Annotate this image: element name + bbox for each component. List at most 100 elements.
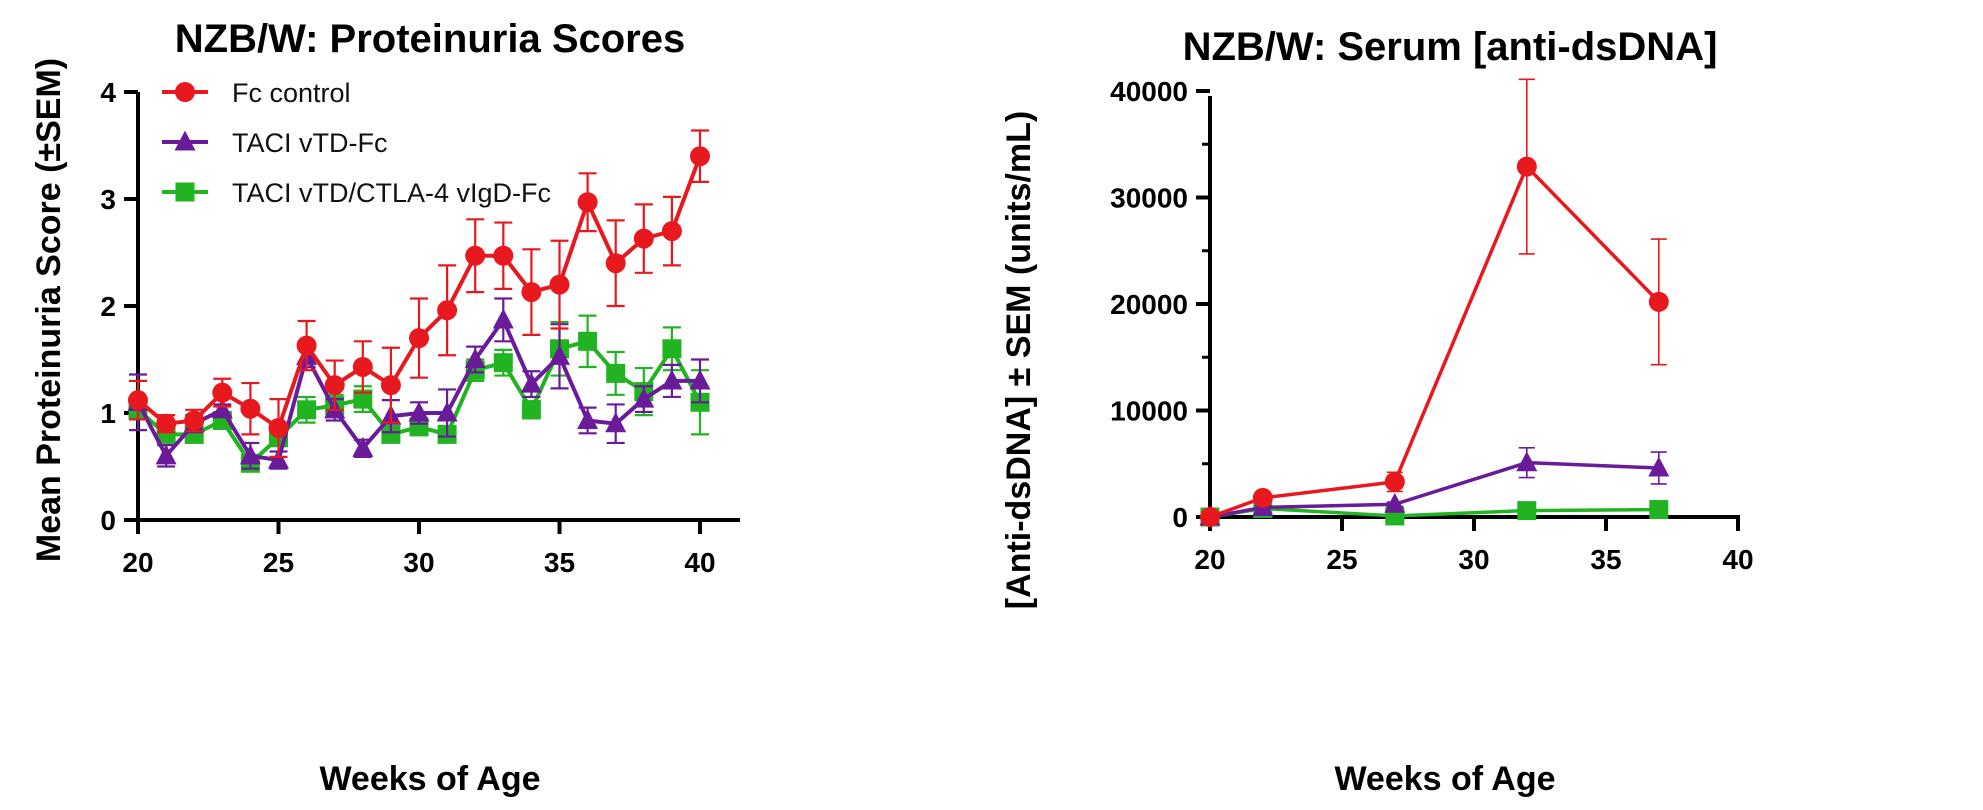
data-point [155,444,177,465]
y-tick-label: 30000 [1110,183,1188,214]
data-point [520,372,542,393]
x-tick-label: 40 [684,547,715,578]
data-point [689,369,711,390]
data-point [690,146,710,167]
legend-marker [174,130,196,151]
data-point [577,409,599,430]
proteinuria-chart: NZB/W: Proteinuria Scores Weeks of Age M… [30,17,740,798]
data-point [324,375,345,396]
data-point [465,245,486,266]
data-point [493,245,514,266]
data-point [408,401,430,422]
legend-label: TACI vTD-Fc [232,128,387,158]
y-tick-label: 0 [100,505,116,536]
data-point [662,339,682,359]
x-tick-label: 25 [1326,544,1357,575]
data-point [1517,501,1537,521]
data-point [605,253,626,274]
y-tick-label: 2 [100,291,116,322]
data-point [1252,487,1273,508]
series-fc-control [1200,78,1669,527]
data-point [1516,451,1538,472]
data-point [437,300,458,321]
data-point [661,221,682,242]
data-point [633,387,655,408]
ticks: 0 1 2 3 4 20 25 30 35 40 [100,77,715,578]
x-tick-label: 30 [1458,544,1489,575]
data-point [521,400,541,420]
data-point [381,424,401,444]
x-tick-label: 20 [1194,544,1225,575]
data-point [1648,456,1670,477]
chart-title: NZB/W: Proteinuria Scores [175,17,685,61]
data-point [493,353,513,373]
data-point [492,308,514,329]
legend-marker [175,82,195,102]
data-point [1200,507,1220,527]
y-axis-label: Mean Proteinuria Score (±SEM) [30,58,68,562]
data-point [1384,471,1405,492]
data-point [1648,291,1669,312]
data-point [661,369,683,390]
data-point [184,410,205,431]
y-axis-label: [Anti-dsDNA] ± SEM (units/mL) [1000,111,1038,609]
data-point [380,375,401,396]
data-point [1516,156,1537,177]
data-point [268,417,289,438]
x-tick-label: 20 [122,547,153,578]
data-point [578,331,598,351]
data-point [409,328,429,349]
legend-item: TACI vTD-Fc [162,128,387,158]
data-point [409,417,429,437]
x-tick-label: 40 [1722,544,1753,575]
x-tick-label: 35 [544,547,575,578]
data-point [633,228,654,249]
data-point [605,412,627,433]
x-axis-label: Weeks of Age [319,760,540,798]
legend-item: Fc control [162,78,351,108]
data-point [352,356,373,377]
y-tick-label: 40000 [1110,76,1188,107]
data-point [577,192,598,213]
x-tick-label: 35 [1590,544,1621,575]
chart-title: NZB/W: Serum [anti-dsDNA] [1183,25,1718,69]
series-layer [127,129,711,473]
data-point [212,382,233,403]
x-tick-label: 25 [263,547,294,578]
data-point [549,344,570,365]
legend-label: Fc control [232,78,351,108]
data-point [436,401,458,422]
y-tick-label: 20000 [1110,289,1188,320]
anti-dsdna-chart: NZB/W: Serum [anti-dsDNA] Weeks of Age [… [1000,25,1754,798]
data-point [128,390,148,411]
data-point [464,348,486,369]
data-point [352,436,374,457]
legend-item: TACI vTD/CTLA-4 vIgD-Fc [162,178,551,208]
y-tick-label: 10000 [1110,396,1188,427]
data-point [239,444,261,465]
legend-label: TACI vTD/CTLA-4 vIgD-Fc [232,178,551,208]
y-tick-label: 4 [100,77,116,108]
series-layer [1199,78,1670,527]
y-tick-label: 0 [1172,502,1188,533]
x-tick-label: 30 [403,547,434,578]
x-axis-label: Weeks of Age [1334,760,1555,798]
data-point [268,448,289,469]
data-point [606,363,626,383]
data-point [521,282,542,303]
data-point [353,389,373,409]
data-point [211,398,233,419]
data-point [1384,492,1406,513]
data-point [296,335,317,356]
y-tick-label: 1 [100,398,116,429]
data-point [297,400,317,420]
legend: Fc control TACI vTD-Fc TACI vTD/CTLA-4 vIg… [162,78,551,208]
data-point [156,413,177,434]
data-point [1649,500,1669,520]
legend-marker [175,182,195,202]
ticks: 0 10000 20000 30000 40000 20 25 30 35 40 [1110,76,1753,575]
axes [125,92,740,522]
series-fc-control [128,129,710,458]
data-point [549,274,570,295]
